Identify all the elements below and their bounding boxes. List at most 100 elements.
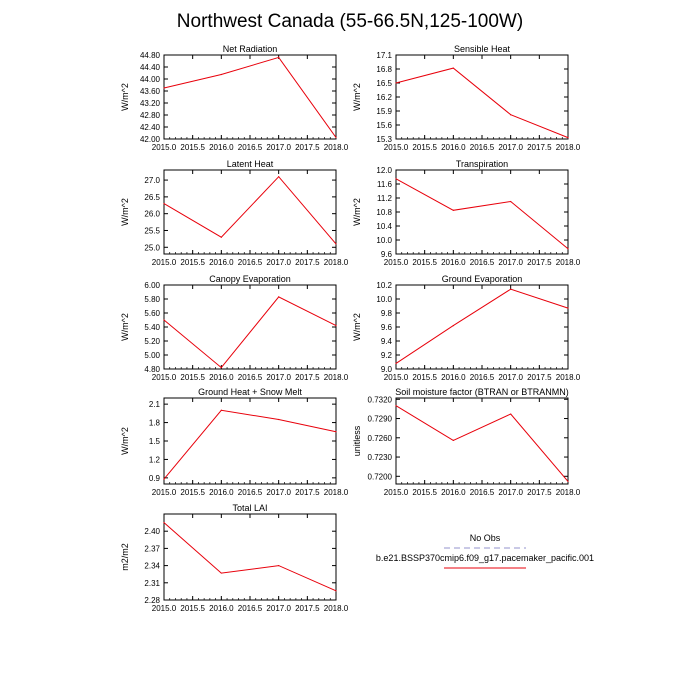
x-tick-label: 2015.0 — [384, 143, 409, 152]
y-tick-label: 0.7200 — [368, 472, 393, 481]
data-point — [278, 56, 280, 59]
series-line — [163, 296, 337, 369]
plot-frame — [395, 54, 569, 140]
x-tick-label: 2017.0 — [266, 258, 291, 267]
y-tick-label: 15.3 — [376, 135, 392, 144]
x-tick-label: 2016.5 — [238, 258, 263, 267]
y-tick-label: 16.5 — [376, 79, 392, 88]
x-tick-label: 2016.5 — [238, 604, 263, 613]
data-point — [335, 325, 337, 327]
y-tick-label: 2.28 — [144, 596, 160, 605]
x-tick-label: 2016.5 — [470, 258, 495, 267]
y-tick-label: 0.7320 — [368, 395, 393, 404]
y-tick-label: 12.0 — [376, 166, 392, 175]
x-tick-label: 2015.0 — [152, 488, 177, 497]
chart-panel-5: Canopy Evaporation 2015.0 2015.5 2016.0 2016… — [120, 274, 349, 382]
x-tick-label: 2015.0 — [152, 258, 177, 267]
data-point — [278, 565, 280, 567]
x-tick-label: 2017.0 — [498, 258, 523, 267]
x-tick-label: 2018.0 — [324, 143, 349, 152]
x-tick-label: 2017.5 — [295, 373, 320, 382]
data-point — [395, 362, 397, 364]
x-tick-label: 2017.0 — [266, 373, 291, 382]
plot-frame — [395, 169, 569, 255]
y-tick-label: 11.2 — [377, 194, 393, 203]
data-point — [163, 478, 165, 480]
x-tick-label: 2018.0 — [556, 258, 581, 267]
series-line — [395, 178, 569, 250]
y-tick-label: 10.2 — [376, 281, 392, 290]
y-tick-label: 26.0 — [144, 210, 160, 219]
data-point — [335, 243, 337, 245]
x-tick-label: 2015.0 — [384, 258, 409, 267]
y-tick-label: 9.0 — [381, 365, 393, 374]
data-point — [220, 367, 222, 369]
x-tick-label: 2015.5 — [412, 258, 437, 267]
x-tick-label: 2018.0 — [324, 604, 349, 613]
x-tick-label: 2016.5 — [238, 488, 263, 497]
y-tick-label: 10.8 — [376, 208, 392, 217]
y-tick-label: 9.4 — [381, 337, 393, 346]
series-line — [395, 405, 569, 482]
y-axis-label: W/m^2 — [352, 313, 362, 341]
panel-title: Ground Heat + Snow Melt — [198, 387, 302, 397]
data-point — [335, 590, 337, 592]
data-point — [567, 248, 569, 250]
y-tick-label: 4.80 — [144, 365, 160, 374]
data-point — [567, 480, 569, 483]
data-point — [220, 236, 222, 238]
data-point — [452, 325, 454, 327]
chart-panel-9: Total LAI 2015.0 2015.5 2016.0 2016.5 2017.0 2… — [120, 503, 349, 613]
data-point — [510, 288, 512, 290]
x-tick-label: 2015.5 — [180, 373, 205, 382]
x-tick-label: 2018.0 — [556, 143, 581, 152]
x-tick-label: 2016.5 — [238, 373, 263, 382]
y-tick-label: 15.9 — [376, 107, 392, 116]
x-tick-label: 2015.0 — [152, 143, 177, 152]
y-tick-label: 0.9 — [149, 474, 161, 483]
y-tick-label: 5.20 — [144, 337, 160, 346]
plot-frame — [163, 169, 337, 255]
x-tick-label: 2016.0 — [441, 373, 466, 382]
legend: No Obs b.e21.BSSP370cmip6.f09_g17.pacemak… — [376, 533, 594, 569]
panel-title: Total LAI — [232, 503, 267, 513]
data-point — [163, 203, 165, 205]
y-tick-label: 17.1 — [376, 51, 392, 60]
panel-title: Latent Heat — [227, 159, 274, 169]
y-tick-label: 42.80 — [140, 111, 161, 120]
x-tick-label: 2016.0 — [209, 373, 234, 382]
x-tick-label: 2018.0 — [324, 488, 349, 497]
plot-frame — [395, 284, 569, 370]
panel-title: Canopy Evaporation — [209, 274, 291, 284]
y-tick-label: 5.60 — [144, 309, 160, 318]
chart-panel-7: Ground Heat + Snow Melt 2015.0 2015.5 2016.… — [120, 387, 349, 497]
data-point — [220, 73, 222, 76]
data-point — [395, 405, 397, 407]
x-tick-label: 2016.5 — [470, 143, 495, 152]
data-point — [278, 418, 280, 421]
data-point — [567, 307, 569, 309]
series-line — [163, 522, 337, 592]
x-tick-label: 2015.0 — [152, 604, 177, 613]
data-point — [163, 522, 165, 524]
x-tick-label: 2015.5 — [180, 143, 205, 152]
y-tick-label: 1.5 — [149, 437, 161, 446]
x-tick-label: 2016.5 — [238, 143, 263, 152]
x-tick-label: 2017.5 — [527, 258, 552, 267]
x-tick-label: 2015.5 — [180, 604, 205, 613]
y-tick-label: 10.4 — [376, 222, 392, 231]
x-tick-label: 2017.5 — [527, 373, 552, 382]
x-tick-label: 2016.5 — [470, 373, 495, 382]
plot-frame — [163, 284, 337, 370]
x-tick-label: 2016.0 — [441, 258, 466, 267]
plot-frame — [163, 397, 337, 485]
y-tick-label: 44.40 — [140, 63, 161, 72]
y-tick-label: 25.0 — [144, 243, 160, 252]
x-tick-label: 2017.5 — [295, 258, 320, 267]
data-point — [395, 178, 397, 180]
data-point — [163, 87, 165, 89]
y-tick-label: 9.6 — [381, 250, 393, 259]
